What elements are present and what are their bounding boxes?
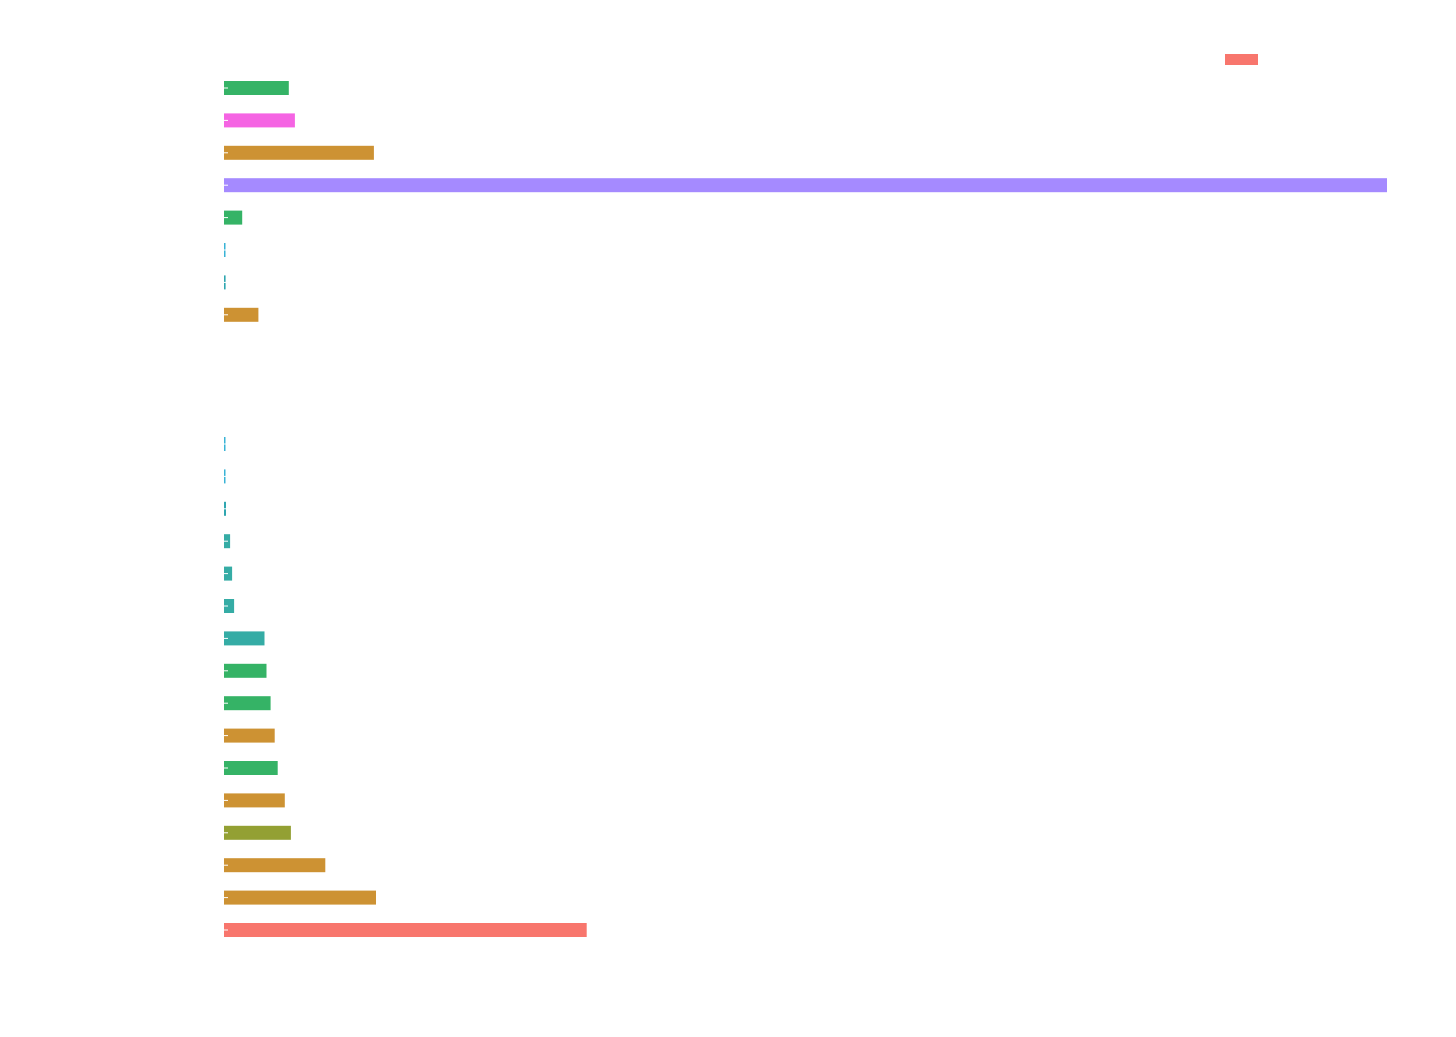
bar-1-4 [224,566,233,581]
bar-1-13 [224,858,326,873]
bar-1-14 [224,890,376,905]
bar-1-15 [224,923,587,937]
bar-1-12 [224,825,291,840]
bar-0-7 [224,307,259,322]
bar-0-2 [224,145,374,160]
bar-1-8 [224,696,271,711]
bar-1-9 [224,728,275,743]
legend-swatch-0 [1225,54,1258,65]
bar-1-10 [224,761,278,775]
bar-0-0 [224,81,289,95]
legend [1225,54,1258,65]
bar-0-1 [224,113,295,128]
bar-0-3 [224,178,1387,193]
bar-group-bottom [224,437,587,937]
bar-1-6 [224,631,265,646]
bar-1-11 [224,793,285,808]
bar-1-7 [224,663,267,678]
bar-group-top [224,81,1387,322]
bar-0-4 [224,210,243,225]
bar-1-5 [224,599,235,613]
